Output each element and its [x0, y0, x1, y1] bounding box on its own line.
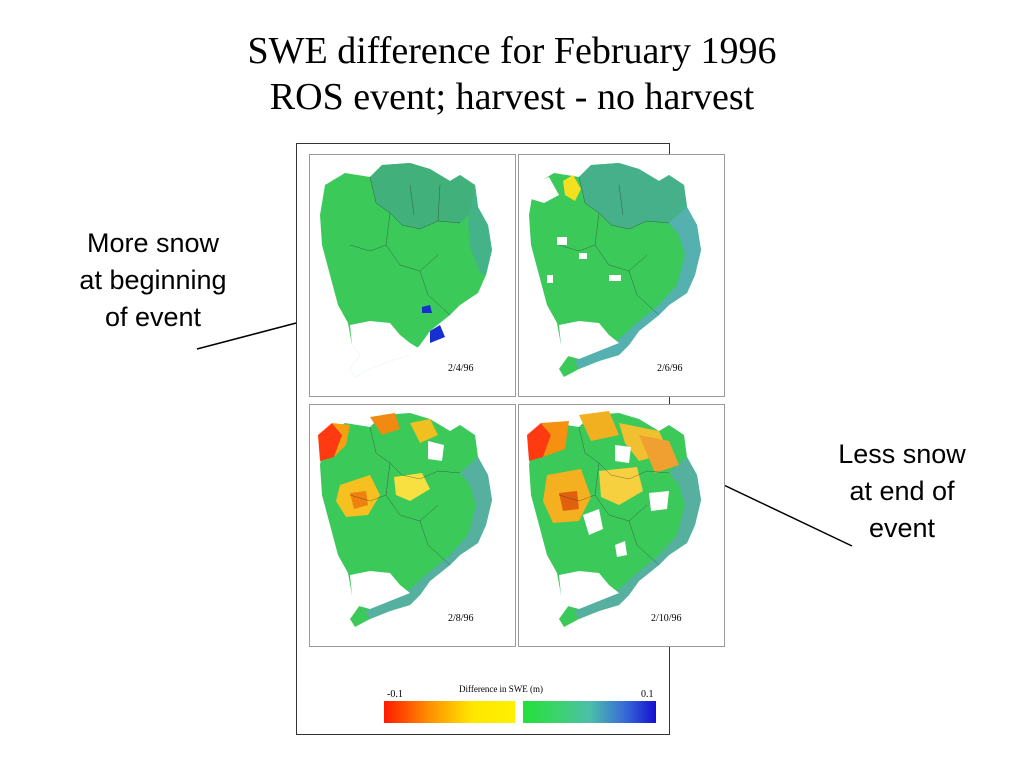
annotation-left-line-2: at beginning [79, 265, 227, 295]
colorbar-negative [384, 701, 515, 723]
map-panel-2: 2/6/96 [518, 154, 725, 397]
annotation-right-line-2: at end of [849, 476, 955, 506]
map-date-2: 2/6/96 [657, 363, 683, 374]
map-image-2 [529, 163, 701, 377]
map-panel-1: 2/4/96 [309, 154, 516, 397]
annotation-right-line-3: event [868, 513, 936, 543]
annotation-left-line-1: More snow [86, 228, 220, 258]
map-image-4 [527, 411, 701, 627]
title-line-2: ROS event; harvest - no harvest [269, 76, 755, 118]
colorbar-positive [523, 701, 656, 723]
map-image-1 [320, 163, 492, 377]
colorbar-max-label: 0.1 [641, 689, 654, 700]
annotation-left-line-3: of event [104, 302, 202, 332]
annotation-left: More snow at beginning of event [48, 225, 258, 336]
colorbar-min-label: -0.1 [387, 689, 403, 700]
map-panel-3: 2/8/96 [309, 404, 516, 647]
map-panel-4: 2/10/96 [518, 404, 725, 647]
map-image-3 [318, 413, 492, 627]
map-date-4: 2/10/96 [651, 613, 682, 624]
slide-title: SWE difference for February 1996 ROS eve… [0, 28, 1024, 120]
annotation-right: Less snow at end of event [800, 436, 1004, 547]
swe-map-figure: 2/4/96 2/6/96 [296, 143, 725, 735]
map-date-1: 2/4/96 [448, 363, 474, 374]
colorbar-title: Difference in SWE (m) [459, 684, 544, 694]
annotation-right-line-1: Less snow [838, 439, 966, 469]
title-line-1: SWE difference for February 1996 [247, 30, 777, 72]
map-date-3: 2/8/96 [448, 613, 474, 624]
